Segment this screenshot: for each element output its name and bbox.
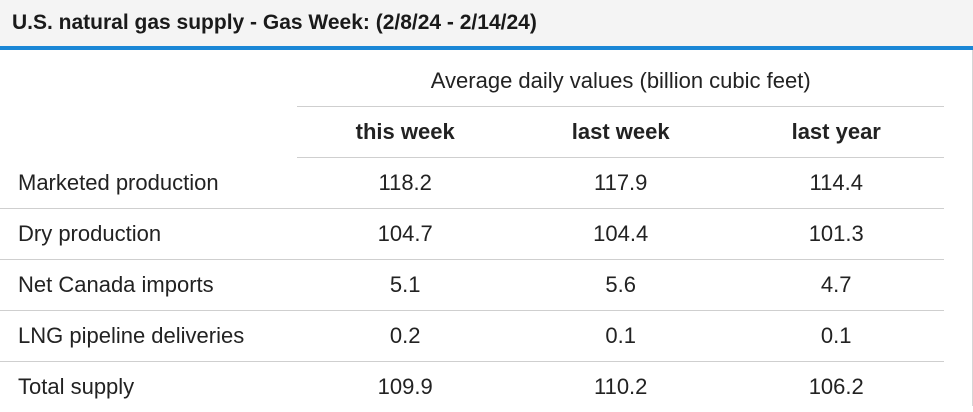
group-header-row: Average daily values (billion cubic feet… xyxy=(0,56,944,107)
cell-this-week: 104.7 xyxy=(297,209,513,260)
table-header: Average daily values (billion cubic feet… xyxy=(0,56,944,158)
cell-last-year: 101.3 xyxy=(728,209,944,260)
cell-last-week: 110.2 xyxy=(513,362,729,412)
cell-last-week: 104.4 xyxy=(513,209,729,260)
row-label: Dry production xyxy=(0,209,297,260)
column-header-last-year: last year xyxy=(728,107,944,158)
page-title: U.S. natural gas supply - Gas Week: (2/8… xyxy=(12,11,537,35)
table-row: LNG pipeline deliveries 0.2 0.1 0.1 xyxy=(0,311,944,362)
header-spacer xyxy=(0,56,297,107)
supply-table: Average daily values (billion cubic feet… xyxy=(0,56,944,412)
cell-last-year: 4.7 xyxy=(728,260,944,311)
table-row: Marketed production 118.2 117.9 114.4 xyxy=(0,158,944,209)
panel-header: U.S. natural gas supply - Gas Week: (2/8… xyxy=(0,0,973,50)
table-body: Marketed production 118.2 117.9 114.4 Dr… xyxy=(0,158,944,412)
table-row: Dry production 104.7 104.4 101.3 xyxy=(0,209,944,260)
row-label: Marketed production xyxy=(0,158,297,209)
cell-this-week: 118.2 xyxy=(297,158,513,209)
cell-last-year: 106.2 xyxy=(728,362,944,412)
column-header-this-week: this week xyxy=(297,107,513,158)
cell-last-week: 5.6 xyxy=(513,260,729,311)
row-label: Net Canada imports xyxy=(0,260,297,311)
table-row-total: Total supply 109.9 110.2 106.2 xyxy=(0,362,944,412)
row-label: Total supply xyxy=(0,362,297,412)
header-spacer xyxy=(0,107,297,158)
column-header-row: this week last week last year xyxy=(0,107,944,158)
cell-this-week: 109.9 xyxy=(297,362,513,412)
table-row: Net Canada imports 5.1 5.6 4.7 xyxy=(0,260,944,311)
column-header-last-week: last week xyxy=(513,107,729,158)
row-label: LNG pipeline deliveries xyxy=(0,311,297,362)
cell-last-year: 0.1 xyxy=(728,311,944,362)
cell-last-year: 114.4 xyxy=(728,158,944,209)
cell-this-week: 0.2 xyxy=(297,311,513,362)
cell-last-week: 117.9 xyxy=(513,158,729,209)
group-header: Average daily values (billion cubic feet… xyxy=(297,56,944,107)
cell-last-week: 0.1 xyxy=(513,311,729,362)
cell-this-week: 5.1 xyxy=(297,260,513,311)
